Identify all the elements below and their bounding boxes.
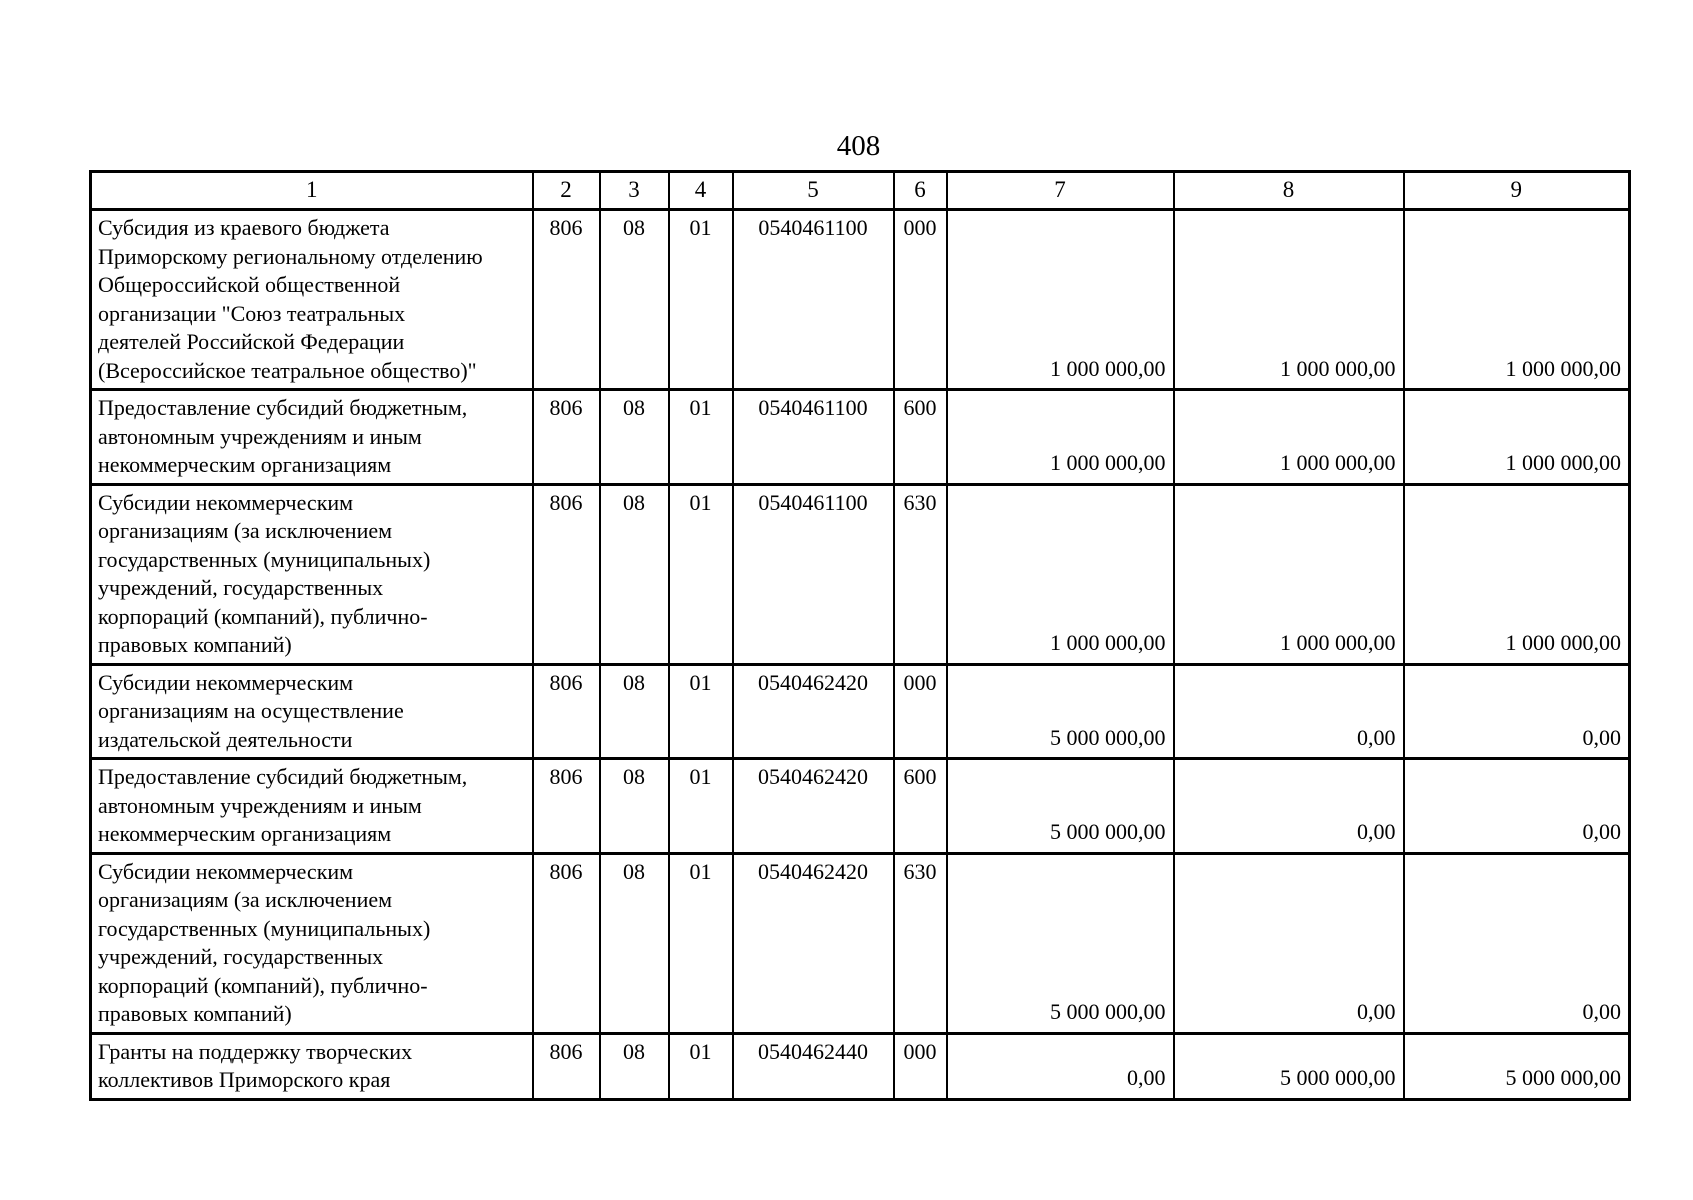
cell-target-article-code: 0540461100	[731, 388, 895, 486]
header-cell: 3	[598, 170, 670, 211]
cell-amount-col7: 5 000 000,00	[945, 662, 1175, 760]
cell-subsection-code: 01	[667, 208, 734, 391]
cell-name: Субсидии некоммерческим организациям на …	[89, 662, 534, 760]
cell-section-code: 08	[598, 208, 670, 391]
cell-subsection-code: 01	[667, 482, 734, 666]
cell-amount-col8: 1 000 000,00	[1172, 482, 1405, 666]
cell-expense-type-code: 000	[892, 662, 948, 760]
cell-section-code: 08	[598, 388, 670, 486]
cell-grbs-code: 806	[531, 482, 601, 666]
cell-name: Субсидия из краевого бюджета Приморскому…	[89, 208, 534, 391]
cell-grbs-code: 806	[531, 208, 601, 391]
cell-amount-col9: 0,00	[1402, 851, 1631, 1035]
cell-amount-col9: 1 000 000,00	[1402, 208, 1631, 391]
cell-amount-col9: 1 000 000,00	[1402, 388, 1631, 486]
cell-amount-col9: 0,00	[1402, 757, 1631, 855]
cell-target-article-code: 0540462420	[731, 662, 895, 760]
cell-grbs-code: 806	[531, 757, 601, 855]
cell-target-article-code: 0540461100	[731, 482, 895, 666]
table-body: Субсидия из краевого бюджета Приморскому…	[89, 208, 1631, 1101]
cell-name: Субсидии некоммерческим организациям (за…	[89, 482, 534, 666]
cell-amount-col8: 1 000 000,00	[1172, 388, 1405, 486]
cell-amount-col8: 1 000 000,00	[1172, 208, 1405, 391]
cell-grbs-code: 806	[531, 1031, 601, 1101]
cell-subsection-code: 01	[667, 388, 734, 486]
table-row: Субсидии некоммерческим организациям на …	[89, 662, 1631, 760]
cell-amount-col8: 5 000 000,00	[1172, 1031, 1405, 1101]
table-row: Субсидия из краевого бюджета Приморскому…	[89, 208, 1631, 391]
cell-amount-col7: 0,00	[945, 1031, 1175, 1101]
cell-expense-type-code: 630	[892, 851, 948, 1035]
table-row: Гранты на поддержку творческих коллектив…	[89, 1031, 1631, 1101]
cell-amount-col7: 1 000 000,00	[945, 208, 1175, 391]
table-row: Субсидии некоммерческим организациям (за…	[89, 482, 1631, 666]
header-cell: 2	[531, 170, 601, 211]
table-row: Предоставление субсидий бюджетным, автон…	[89, 757, 1631, 855]
cell-grbs-code: 806	[531, 388, 601, 486]
cell-amount-col7: 5 000 000,00	[945, 851, 1175, 1035]
cell-section-code: 08	[598, 482, 670, 666]
header-cell: 8	[1172, 170, 1405, 211]
cell-name: Предоставление субсидий бюджетным, автон…	[89, 757, 534, 855]
cell-target-article-code: 0540462420	[731, 851, 895, 1035]
cell-subsection-code: 01	[667, 1031, 734, 1101]
cell-section-code: 08	[598, 662, 670, 760]
cell-amount-col9: 1 000 000,00	[1402, 482, 1631, 666]
cell-amount-col8: 0,00	[1172, 757, 1405, 855]
cell-amount-col9: 5 000 000,00	[1402, 1031, 1631, 1101]
cell-subsection-code: 01	[667, 757, 734, 855]
header-cell: 4	[667, 170, 734, 211]
cell-section-code: 08	[598, 757, 670, 855]
cell-amount-col7: 5 000 000,00	[945, 757, 1175, 855]
cell-expense-type-code: 600	[892, 388, 948, 486]
cell-subsection-code: 01	[667, 662, 734, 760]
cell-name: Гранты на поддержку творческих коллектив…	[89, 1031, 534, 1101]
cell-amount-col7: 1 000 000,00	[945, 388, 1175, 486]
cell-expense-type-code: 000	[892, 1031, 948, 1101]
cell-amount-col8: 0,00	[1172, 662, 1405, 760]
cell-target-article-code: 0540462420	[731, 757, 895, 855]
cell-amount-col8: 0,00	[1172, 851, 1405, 1035]
header-cell: 9	[1402, 170, 1631, 211]
header-cell: 7	[945, 170, 1175, 211]
header-cell: 5	[731, 170, 895, 211]
cell-name: Предоставление субсидий бюджетным, автон…	[89, 388, 534, 486]
header-cell: 1	[89, 170, 534, 211]
cell-expense-type-code: 630	[892, 482, 948, 666]
cell-amount-col9: 0,00	[1402, 662, 1631, 760]
cell-grbs-code: 806	[531, 851, 601, 1035]
cell-expense-type-code: 000	[892, 208, 948, 391]
table-row: Субсидии некоммерческим организациям (за…	[89, 851, 1631, 1035]
cell-section-code: 08	[598, 851, 670, 1035]
cell-subsection-code: 01	[667, 851, 734, 1035]
cell-expense-type-code: 600	[892, 757, 948, 855]
page-number: 408	[836, 130, 881, 162]
table-row: Предоставление субсидий бюджетным, автон…	[89, 388, 1631, 486]
cell-amount-col7: 1 000 000,00	[945, 482, 1175, 666]
cell-target-article-code: 0540461100	[731, 208, 895, 391]
cell-grbs-code: 806	[531, 662, 601, 760]
header-cell: 6	[892, 170, 948, 211]
cell-target-article-code: 0540462440	[731, 1031, 895, 1101]
cell-name: Субсидии некоммерческим организациям (за…	[89, 851, 534, 1035]
cell-section-code: 08	[598, 1031, 670, 1101]
